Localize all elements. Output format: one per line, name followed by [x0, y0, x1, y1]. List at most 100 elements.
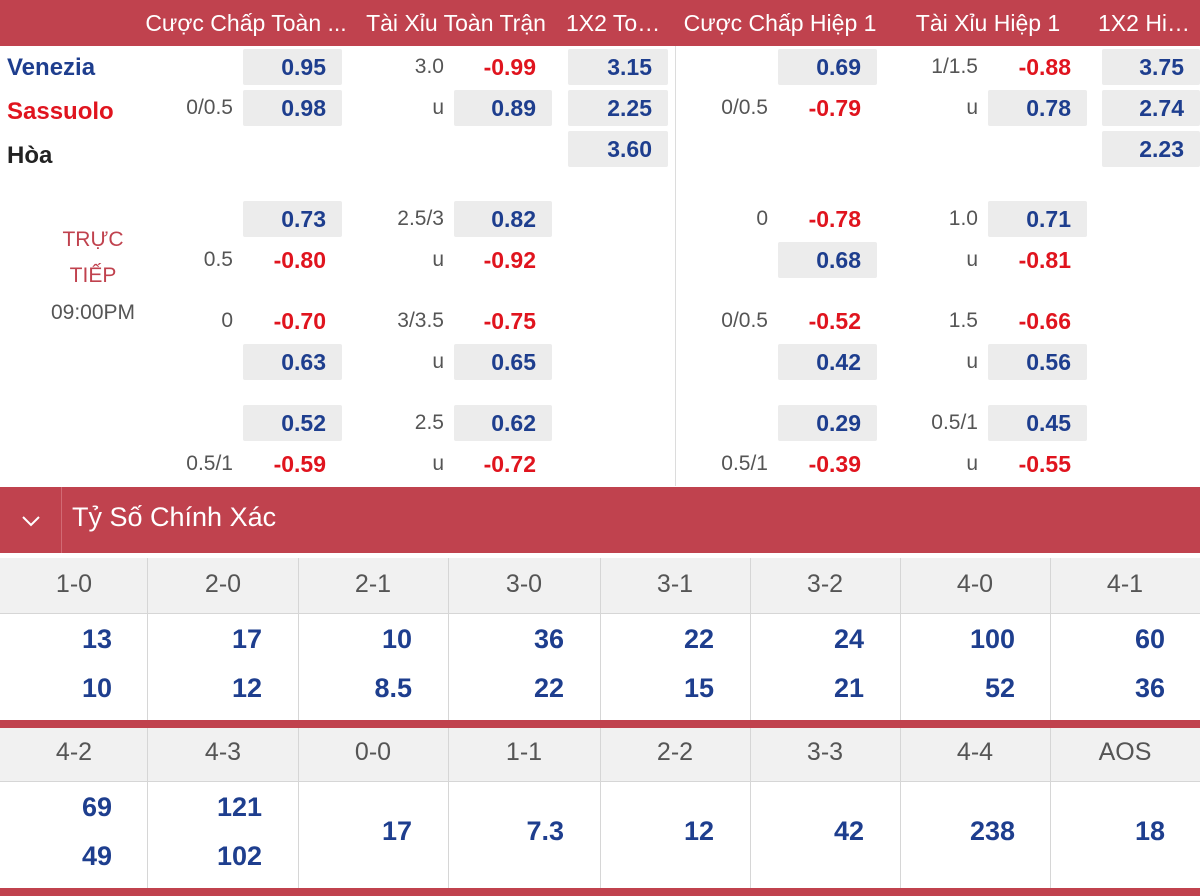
odds-cell[interactable]: 8.5 [374, 673, 412, 703]
home-team-name: Venezia [7, 54, 96, 81]
odds-cell[interactable]: 10 [81, 673, 112, 703]
odds-cell[interactable]: 21 [833, 673, 864, 703]
odds-cell[interactable]: 36 [533, 624, 564, 654]
under-label: u [966, 248, 978, 271]
odds-cell[interactable]: -0.75 [483, 308, 536, 334]
odds-cell[interactable]: -0.52 [808, 308, 861, 334]
handicap-line: 0 [221, 309, 233, 332]
column-divider [1050, 728, 1051, 888]
handicap-line: 0.5/1 [186, 452, 233, 475]
odds-cell[interactable]: 10 [381, 624, 412, 654]
odds-cell[interactable]: 17 [231, 624, 262, 654]
total-line: 2.5/3 [397, 207, 444, 230]
odds-cell[interactable]: 7.3 [526, 816, 564, 846]
odds-cell[interactable]: 22 [533, 673, 564, 703]
odds-cell[interactable]: 15 [683, 673, 714, 703]
score-label: 2-2 [656, 738, 694, 766]
header-handicap-full[interactable]: Cược Chấp Toàn ... [145, 10, 347, 36]
odds-cell[interactable]: 2.74 [1102, 90, 1200, 126]
odds-cell[interactable]: -0.39 [808, 451, 861, 477]
odds-cell[interactable]: 0.65 [454, 344, 552, 380]
column-divider [600, 728, 601, 888]
odds-cell[interactable]: 17 [381, 816, 412, 846]
odds-cell[interactable]: 0.71 [988, 201, 1087, 237]
odds-cell[interactable]: 0.29 [778, 405, 877, 441]
score-label: 4-3 [204, 738, 242, 766]
score-label: 0-0 [354, 738, 392, 766]
odds-cell[interactable]: 0.68 [778, 242, 877, 278]
row-separator [0, 888, 1200, 896]
odds-cell[interactable]: 2.23 [1102, 131, 1200, 167]
odds-cell[interactable]: 12 [683, 816, 714, 846]
odds-cell[interactable]: 3.15 [568, 49, 668, 85]
odds-cell[interactable]: 24 [833, 624, 864, 654]
odds-cell[interactable]: 100 [969, 624, 1015, 654]
odds-cell[interactable]: 0.63 [243, 344, 342, 380]
header-1x2-half[interactable]: 1X2 Hiệ... [1098, 10, 1199, 36]
column-divider [900, 558, 901, 720]
odds-cell[interactable]: 18 [1134, 816, 1165, 846]
total-line: 0.5/1 [931, 411, 978, 434]
odds-cell[interactable]: -0.55 [1018, 451, 1071, 477]
odds-cell[interactable]: 0.95 [243, 49, 342, 85]
correct-score-header[interactable]: Tỷ Số Chính Xác [0, 487, 1200, 553]
score-label: 2-1 [354, 570, 392, 598]
score-label: 4-1 [1106, 570, 1144, 598]
odds-cell[interactable]: 0.98 [243, 90, 342, 126]
odds-cell[interactable]: 0.82 [454, 201, 552, 237]
odds-cell[interactable]: 0.62 [454, 405, 552, 441]
score-label: 4-0 [956, 570, 994, 598]
odds-cell[interactable]: 0.73 [243, 201, 342, 237]
odds-cell[interactable]: 0.89 [454, 90, 552, 126]
score-label: AOS [1098, 738, 1152, 766]
odds-cell[interactable]: 0.56 [988, 344, 1087, 380]
section-title: Tỷ Số Chính Xác [72, 502, 277, 532]
odds-cell[interactable]: -0.66 [1018, 308, 1071, 334]
odds-cell[interactable]: -0.88 [1018, 54, 1071, 80]
header-1x2-full[interactable]: 1X2 Toà... [566, 10, 670, 36]
odds-cell[interactable]: 69 [81, 792, 112, 822]
total-line: 1/1.5 [931, 55, 978, 78]
odds-cell[interactable]: 0.78 [988, 90, 1087, 126]
odds-cell[interactable]: 12 [231, 673, 262, 703]
total-line: 2.5 [414, 411, 444, 434]
odds-cell[interactable]: 3.60 [568, 131, 668, 167]
odds-cell[interactable]: 3.75 [1102, 49, 1200, 85]
odds-cell[interactable]: 42 [833, 816, 864, 846]
odds-cell[interactable]: 121 [216, 792, 262, 822]
column-divider [448, 728, 449, 888]
odds-cell[interactable]: 0.52 [243, 405, 342, 441]
collapse-toggle[interactable] [0, 487, 62, 553]
odds-cell[interactable]: 60 [1134, 624, 1165, 654]
odds-cell[interactable]: 2.25 [568, 90, 668, 126]
odds-cell[interactable]: 36 [1134, 673, 1165, 703]
under-label: u [432, 452, 444, 475]
odds-cell[interactable]: 49 [81, 841, 112, 871]
odds-cell[interactable]: 52 [984, 673, 1015, 703]
odds-cell[interactable]: -0.99 [483, 54, 536, 80]
column-divider [750, 728, 751, 888]
odds-cell[interactable]: -0.70 [273, 308, 326, 334]
market-header: Cược Chấp Toàn ... Tài Xỉu Toàn Trận 1X2… [0, 0, 1200, 46]
odds-cell[interactable]: 102 [216, 841, 262, 871]
handicap-line: 0/0.5 [721, 309, 768, 332]
odds-cell[interactable]: -0.79 [808, 95, 861, 121]
odds-cell[interactable]: 13 [81, 624, 112, 654]
header-over-under-full[interactable]: Tài Xỉu Toàn Trận [366, 10, 546, 36]
odds-cell[interactable]: 0.69 [778, 49, 877, 85]
odds-cell[interactable]: -0.59 [273, 451, 326, 477]
match-time: 09:00PM [50, 301, 136, 324]
live-label-line2: TIẾP [69, 264, 117, 287]
header-handicap-half[interactable]: Cược Chấp Hiệp 1 [683, 10, 877, 36]
odds-cell[interactable]: 0.45 [988, 405, 1087, 441]
odds-cell[interactable]: -0.80 [273, 247, 326, 273]
odds-cell[interactable]: -0.78 [808, 206, 861, 232]
odds-cell[interactable]: -0.92 [483, 247, 536, 273]
odds-cell[interactable]: -0.81 [1018, 247, 1071, 273]
odds-cell[interactable]: 22 [683, 624, 714, 654]
total-line: 1.0 [948, 207, 978, 230]
header-over-under-half[interactable]: Tài Xỉu Hiệp 1 [915, 10, 1061, 36]
odds-cell[interactable]: 0.42 [778, 344, 877, 380]
odds-cell[interactable]: -0.72 [483, 451, 536, 477]
odds-cell[interactable]: 238 [969, 816, 1015, 846]
